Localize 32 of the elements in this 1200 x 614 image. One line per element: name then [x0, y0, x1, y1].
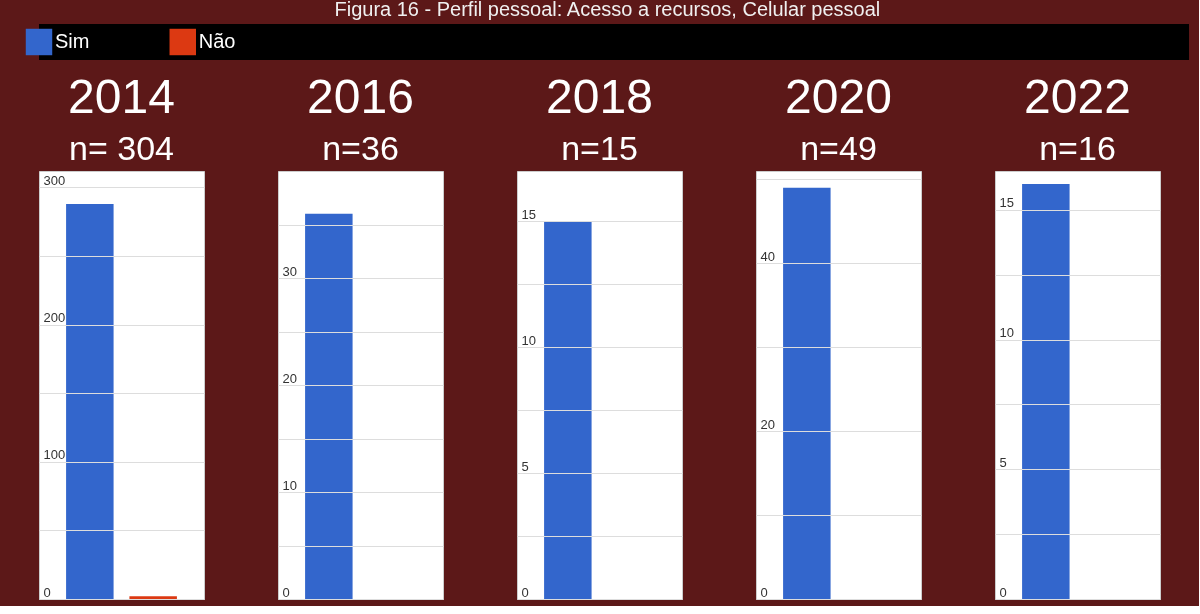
y-tick-label: 0	[760, 584, 768, 600]
y-tick-label: 0	[282, 584, 290, 600]
y-tick-label: 10	[521, 332, 536, 348]
y-tick-label: 20	[282, 370, 297, 386]
y-tick-label: 300	[43, 172, 66, 188]
text: Figura 16 - Perfil pessoal: Acesso a recursos, Celular pessoal	[334, 0, 881, 20]
chart-subtitle: n=49	[800, 129, 877, 167]
chart-title: 2014	[68, 70, 175, 123]
y-tick-label: 5	[521, 458, 529, 474]
y-tick-label: 15	[999, 195, 1014, 211]
y-tick-label: 5	[999, 454, 1007, 470]
chart-subtitle: n=36	[322, 129, 399, 167]
chart-subtitle: n= 304	[69, 129, 174, 167]
y-tick-label: 40	[760, 248, 775, 264]
legend-label: Não	[198, 30, 236, 52]
y-tick-label: 10	[282, 477, 297, 493]
chart-title: 2020	[785, 70, 892, 123]
legend-label: Sim	[55, 30, 90, 52]
chart-subtitle: n=16	[1039, 129, 1116, 167]
y-tick-label: 30	[282, 263, 297, 279]
chart-title: 2016	[307, 70, 414, 123]
y-tick-label: 100	[43, 447, 66, 463]
y-tick-label: 200	[43, 310, 66, 326]
chart-title: 2022	[1024, 70, 1131, 123]
y-tick-label: 0	[521, 584, 529, 600]
chart-title: 2018	[546, 70, 653, 123]
y-tick-label: 0	[43, 584, 51, 600]
y-tick-label: 15	[521, 206, 536, 222]
y-tick-label: 10	[999, 325, 1014, 341]
y-tick-label: 0	[999, 584, 1007, 600]
chart-subtitle: n=15	[561, 129, 638, 167]
y-tick-label: 20	[760, 416, 775, 432]
